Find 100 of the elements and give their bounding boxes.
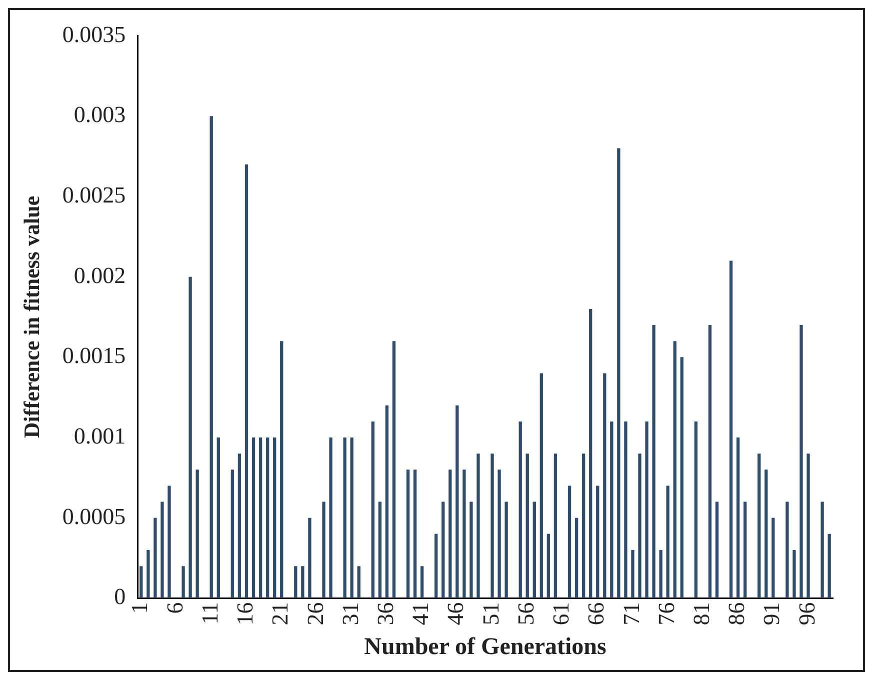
bar	[462, 470, 466, 598]
bar	[308, 518, 312, 598]
x-tick-label: 51	[478, 602, 504, 626]
bar	[322, 502, 326, 598]
bar	[357, 566, 360, 598]
bar	[631, 550, 634, 598]
bar	[273, 438, 276, 598]
x-tick-label: 91	[759, 602, 784, 626]
x-tick-label: 66	[584, 602, 609, 626]
x-tick-label: 31	[338, 602, 363, 626]
x-tick-label: 46	[443, 602, 468, 626]
bar	[216, 438, 220, 598]
bar	[258, 438, 262, 598]
bar	[820, 502, 824, 598]
bar	[526, 454, 529, 598]
bar	[182, 566, 185, 598]
x-tick-label: 56	[513, 602, 538, 626]
bar	[420, 566, 424, 598]
x-tick-label: 96	[794, 602, 820, 626]
y-tick-label: 0.0015	[62, 343, 126, 368]
bar	[504, 502, 508, 598]
bar	[694, 421, 698, 598]
bar	[160, 502, 164, 598]
y-axis-title: Difference in fitness value	[18, 196, 44, 438]
y-tick-label: 0.002	[74, 262, 126, 288]
bar	[610, 421, 614, 598]
bar	[652, 325, 656, 598]
x-tick-label: 26	[302, 602, 328, 626]
bar	[736, 438, 740, 598]
bar	[470, 502, 473, 598]
bar	[280, 341, 284, 598]
bar	[582, 454, 586, 598]
bar	[350, 438, 354, 598]
bar	[546, 534, 550, 598]
x-tick-label: 11	[197, 602, 222, 624]
bar	[624, 421, 628, 598]
bar	[140, 566, 143, 598]
bar	[146, 550, 150, 598]
bar	[518, 421, 522, 598]
bar	[729, 260, 733, 598]
bar	[406, 470, 410, 598]
bar	[596, 486, 600, 598]
bar	[659, 550, 662, 598]
bar	[244, 164, 248, 598]
bar	[252, 438, 256, 598]
bar	[758, 454, 761, 598]
bar	[490, 454, 494, 598]
bar	[343, 438, 346, 598]
bar	[532, 502, 536, 598]
bar	[603, 373, 606, 598]
bar	[792, 550, 796, 598]
bar	[574, 518, 578, 598]
bar	[168, 486, 171, 598]
y-tick-label: 0.001	[74, 424, 126, 449]
x-tick-label: 76	[654, 602, 679, 626]
x-tick-label: 61	[548, 602, 574, 626]
bar	[371, 421, 374, 598]
bar	[154, 518, 157, 598]
bar	[806, 454, 810, 598]
bar	[568, 486, 572, 598]
x-axis-title: Number of Generations	[364, 634, 606, 660]
bar	[666, 486, 670, 598]
bar	[392, 341, 396, 598]
bar	[230, 470, 234, 598]
x-tick-label: 1	[127, 602, 152, 614]
bar	[638, 454, 642, 598]
bar	[329, 438, 332, 598]
x-tick-label: 86	[724, 602, 750, 626]
bar	[828, 534, 831, 598]
bar	[645, 421, 648, 598]
y-tick-label: 0	[114, 584, 126, 610]
bar	[786, 502, 789, 598]
x-tick-label: 41	[408, 602, 434, 626]
bar	[448, 470, 452, 598]
x-tick-label: 21	[268, 602, 293, 626]
bar	[554, 454, 558, 598]
y-tick-label: 0.003	[74, 102, 126, 128]
bar	[589, 308, 592, 598]
bar	[540, 373, 544, 598]
bar	[301, 566, 304, 598]
bar	[715, 502, 719, 598]
bar	[442, 502, 445, 598]
bar	[294, 566, 298, 598]
y-tick-label: 0.0035	[62, 22, 126, 47]
x-tick-label: 81	[688, 602, 714, 626]
x-tick-label: 36	[372, 602, 398, 626]
x-tick-label: 16	[232, 602, 258, 626]
bar	[800, 325, 803, 598]
bar	[673, 341, 676, 598]
bar	[498, 470, 501, 598]
bar	[456, 405, 459, 598]
bar	[210, 116, 213, 598]
bar	[188, 276, 192, 598]
bar	[238, 454, 242, 598]
bar	[617, 148, 620, 598]
bar	[196, 470, 199, 598]
bar	[413, 470, 417, 598]
bar	[680, 357, 684, 598]
x-tick-label: 71	[618, 602, 644, 626]
bar	[385, 405, 389, 598]
